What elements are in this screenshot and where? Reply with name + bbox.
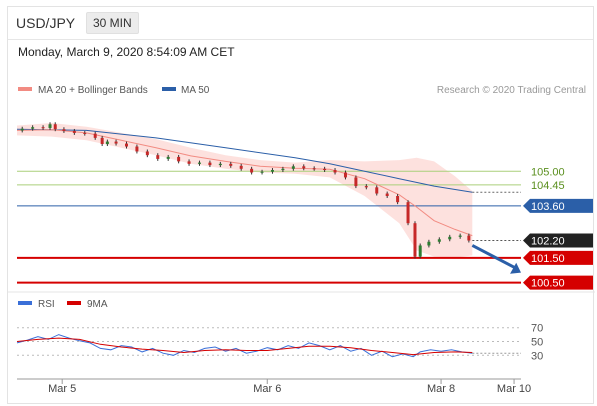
chart-widget: USD/JPY 30 MIN Monday, March 9, 2020 8:5…	[7, 6, 595, 404]
candle-body	[166, 156, 170, 159]
candle-body	[437, 239, 441, 242]
candle-body	[239, 165, 243, 169]
x-tick-label: Mar 5	[48, 383, 76, 395]
legend-9ma-swatch	[67, 301, 81, 305]
legend-rsi-label: RSI	[38, 299, 55, 310]
rsi-ma-line	[16, 337, 473, 356]
level-label-105-00: 105.00	[531, 166, 565, 178]
rsi-line	[16, 334, 473, 358]
candle-body	[156, 155, 160, 159]
level-label-103-60: 103.60	[531, 201, 565, 213]
level-label-101-50: 101.50	[531, 253, 565, 265]
candle-body	[333, 170, 337, 173]
candle-body	[135, 146, 139, 152]
legend-ma20-swatch	[18, 87, 32, 91]
legend-ma50-label: MA 50	[181, 85, 210, 96]
x-tick-label: Mar 6	[253, 383, 281, 395]
candle-body	[413, 223, 417, 257]
candle-body	[270, 170, 274, 172]
candle-body	[105, 141, 109, 145]
candle-body	[62, 129, 66, 131]
legend-rsi-swatch	[18, 301, 32, 305]
candle-body	[187, 161, 191, 164]
candle-body	[145, 151, 149, 156]
legend-ma50-swatch	[162, 87, 176, 91]
level-label-104-45: 104.45	[531, 180, 565, 192]
candle-body	[53, 124, 57, 130]
candle-body	[93, 133, 97, 138]
rsi-level-label-70: 70	[531, 323, 543, 335]
legend-9ma-label: 9MA	[87, 299, 108, 310]
candle-body	[458, 235, 462, 237]
rsi-level-label-30: 30	[531, 350, 543, 362]
bollinger-band	[17, 123, 473, 258]
candle-body	[208, 162, 212, 166]
chart-header: USD/JPY 30 MIN	[8, 7, 593, 40]
candle-body	[396, 196, 400, 203]
candle-body	[385, 193, 389, 196]
level-label-102-20: 102.20	[531, 236, 565, 248]
candle-body	[467, 235, 471, 241]
candle-body	[406, 202, 410, 224]
candle-body	[281, 168, 285, 171]
candle-body	[124, 143, 128, 147]
ma50-line	[16, 128, 473, 193]
candle-body	[197, 162, 201, 164]
forecast-arrow-shaft	[471, 244, 516, 270]
level-label-100-50-bg	[523, 275, 593, 290]
level-label-103-60-bg	[523, 198, 593, 213]
candle-body	[291, 166, 295, 169]
timestamp: Monday, March 9, 2020 8:54:09 AM CET	[18, 45, 235, 59]
candle-body	[302, 166, 306, 169]
candle-body	[177, 156, 181, 162]
candle-body	[100, 137, 104, 145]
candle-body	[72, 130, 76, 133]
candle-body	[448, 236, 452, 240]
candle-body	[427, 241, 431, 246]
candle-body	[323, 168, 327, 171]
candle-body	[354, 177, 358, 187]
candle-body	[343, 172, 347, 178]
candle-body	[364, 186, 368, 188]
price-chart: MA 20 + Bollinger Bands MA 50 Research © 2…	[8, 85, 595, 395]
symbol-label: USD/JPY	[16, 15, 76, 31]
candle-body	[114, 141, 118, 144]
candle-body	[48, 124, 52, 128]
rsi-level-label-50: 50	[531, 337, 543, 349]
level-label-102-20-bg	[523, 233, 593, 248]
level-label-101-50-bg	[523, 250, 593, 265]
level-label-100-50: 100.50	[531, 278, 565, 290]
x-tick-label: Mar 10	[497, 383, 531, 395]
candle-body	[229, 163, 233, 166]
candle-body	[83, 132, 87, 134]
candle-body	[375, 187, 379, 194]
candle-body	[41, 127, 45, 129]
candle-body	[250, 168, 254, 173]
candle-body	[312, 168, 316, 170]
forecast-arrow-head	[510, 262, 521, 274]
x-tick-label: Mar 8	[427, 383, 455, 395]
candle-body	[31, 127, 35, 129]
candle-body	[260, 171, 264, 173]
legend-ma20-label: MA 20 + Bollinger Bands	[38, 85, 148, 96]
credit-text: Research © 2020 Trading Central	[437, 85, 586, 96]
candle-body	[418, 245, 422, 257]
ma20-line	[16, 129, 473, 237]
interval-button[interactable]: 30 MIN	[86, 12, 139, 34]
candle-body	[20, 128, 24, 131]
candle-body	[218, 163, 222, 166]
